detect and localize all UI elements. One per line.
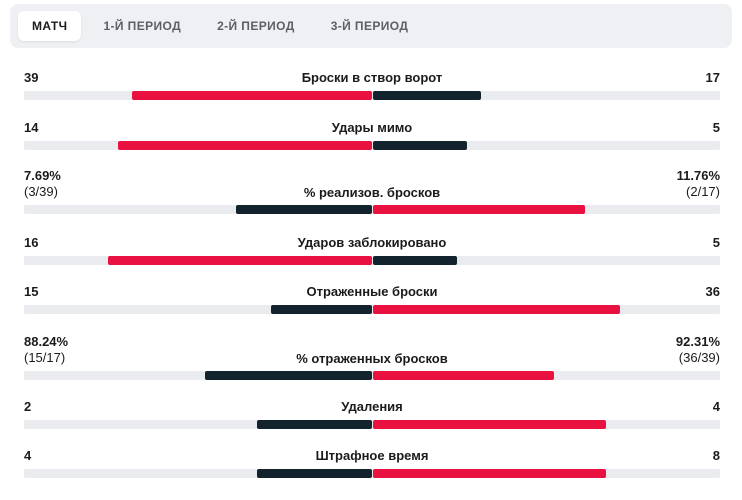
- stat-bar-track: [24, 141, 720, 150]
- stat-away-bar: [373, 205, 585, 214]
- stat-away-value: 8: [713, 448, 720, 464]
- stat-row: 16 5 Ударов заблокировано: [24, 235, 720, 265]
- period-tabs: МАТЧ 1-Й ПЕРИОД 2-Й ПЕРИОД 3-Й ПЕРИОД: [10, 4, 732, 48]
- stat-away-bar: [373, 371, 554, 380]
- stat-label: Ударов заблокировано: [297, 235, 447, 250]
- stat-home-bar: [205, 371, 372, 380]
- stat-away-main: 5: [712, 120, 720, 135]
- stat-bar-track: [24, 91, 720, 100]
- stat-home-main: 15: [24, 284, 39, 299]
- stat-home-main: 14: [24, 120, 39, 135]
- stat-away-bar: [373, 305, 620, 314]
- stat-home-value: 7.69% (3/39): [24, 168, 61, 200]
- stat-bar-track: [24, 305, 720, 314]
- stat-home-bar: [257, 420, 372, 429]
- stat-home-sub: (15/17): [24, 350, 66, 365]
- stat-home-bar: [236, 205, 372, 214]
- stat-away-main: 8: [712, 448, 720, 463]
- stat-home-bar: [118, 141, 372, 150]
- stat-row: 14 5 Удары мимо: [24, 120, 720, 150]
- stat-home-value: 88.24% (15/17): [24, 334, 68, 366]
- stat-away-bar: [373, 141, 467, 150]
- stat-bar-track: [24, 469, 720, 478]
- tab-period-2[interactable]: 2-Й ПЕРИОД: [217, 19, 295, 33]
- stat-away-value: 36: [706, 284, 720, 300]
- stat-away-bar: [373, 91, 481, 100]
- stat-home-main: 16: [24, 235, 39, 250]
- stat-bar-track: [24, 420, 720, 429]
- stat-label: Удаления: [341, 399, 403, 414]
- stat-row: 7.69% (3/39) 11.76% (2/17) % реализов. броск…: [24, 168, 720, 216]
- stat-away-value: 17: [706, 70, 720, 86]
- stat-home-main: 2: [24, 399, 32, 414]
- stat-label: Удары мимо: [331, 120, 413, 135]
- stat-home-value: 4: [24, 448, 31, 464]
- stat-home-value: 39: [24, 70, 38, 86]
- stat-bar-track: [24, 371, 720, 380]
- stat-away-value: 92.31% (36/39): [676, 334, 720, 366]
- stat-away-value: 11.76% (2/17): [677, 168, 720, 200]
- stat-row: 39 17 Броски в створ ворот: [24, 70, 720, 100]
- stat-away-main: 11.76%: [676, 168, 720, 183]
- stat-away-main: 17: [705, 70, 720, 85]
- stat-row: 4 8 Штрафное время: [24, 448, 720, 478]
- stat-away-bar: [373, 469, 606, 478]
- stat-away-main: 4: [712, 399, 720, 414]
- stat-home-main: 88.24%: [24, 334, 69, 349]
- stat-home-main: 7.69%: [24, 168, 61, 183]
- stat-home-main: 39: [24, 70, 39, 85]
- stat-away-main: 5: [712, 235, 720, 250]
- stat-home-bar: [132, 91, 372, 100]
- stat-home-bar: [257, 469, 372, 478]
- stat-away-bar: [373, 420, 606, 429]
- stat-home-sub: (3/39): [24, 184, 58, 199]
- stat-away-main: 92.31%: [675, 334, 720, 349]
- stat-away-sub: (36/39): [678, 350, 720, 365]
- tab-period-3[interactable]: 3-Й ПЕРИОД: [330, 19, 409, 33]
- stat-label: Штрафное время: [315, 448, 429, 463]
- stat-bar-track: [24, 256, 720, 265]
- stat-away-value: 4: [713, 399, 720, 415]
- tab-period-1[interactable]: 1-Й ПЕРИОД: [103, 19, 182, 33]
- stat-away-main: 36: [705, 284, 720, 299]
- stat-home-value: 14: [24, 120, 38, 136]
- stat-home-value: 2: [24, 399, 31, 415]
- stat-away-sub: (2/17): [686, 184, 720, 199]
- stat-label: % отраженных бросков: [296, 351, 448, 366]
- stat-label: Броски в створ ворот: [301, 70, 443, 85]
- stat-home-value: 16: [24, 235, 38, 251]
- stat-row: 88.24% (15/17) 92.31% (36/39) % отраженных б…: [24, 334, 720, 382]
- stat-bar-track: [24, 205, 720, 214]
- stat-away-bar: [373, 256, 457, 265]
- stat-row: 2 4 Удаления: [24, 399, 720, 429]
- stat-row: 15 36 Отраженные броски: [24, 284, 720, 314]
- stat-label: Отраженные броски: [306, 284, 438, 299]
- stat-home-bar: [108, 256, 372, 265]
- stat-home-main: 4: [24, 448, 32, 463]
- tab-match[interactable]: МАТЧ: [18, 11, 82, 41]
- stat-label: % реализов. бросков: [303, 185, 441, 200]
- stat-home-value: 15: [24, 284, 38, 300]
- stat-away-value: 5: [713, 235, 720, 251]
- stat-home-bar: [271, 305, 372, 314]
- stat-away-value: 5: [713, 120, 720, 136]
